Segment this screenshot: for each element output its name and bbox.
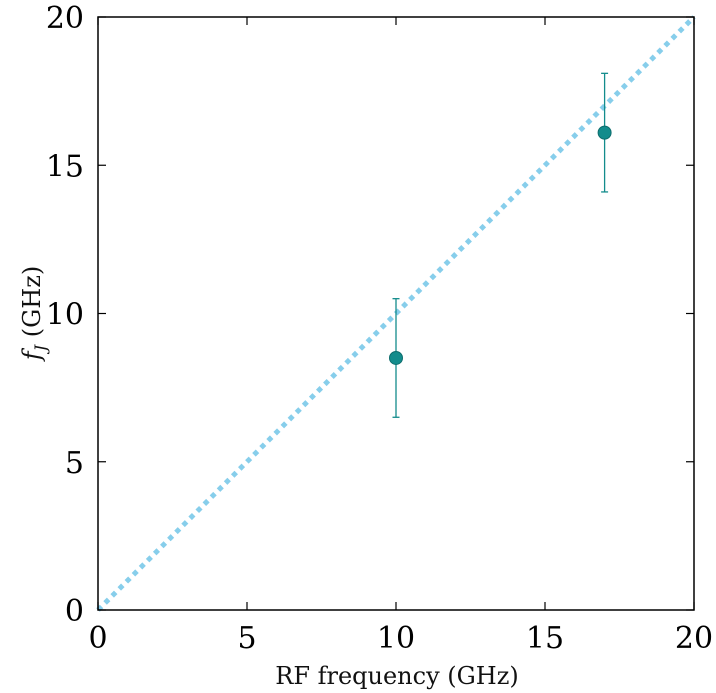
data-point <box>597 125 612 140</box>
x-tick-label: 20 <box>675 621 713 656</box>
y-tick-label: 0 <box>65 594 84 629</box>
y-tick-label: 15 <box>46 149 84 184</box>
y-axis-label-units: (GHz) <box>18 266 46 345</box>
x-axis-label: RF frequency (GHz) <box>275 662 519 690</box>
x-tick-label: 5 <box>237 621 256 656</box>
data-point <box>389 350 403 365</box>
y-axis-label: fJ (GHz) <box>18 266 50 362</box>
x-tick-label: 10 <box>377 621 415 656</box>
data-points-layer <box>389 72 612 418</box>
y-tick-label: 10 <box>46 298 84 333</box>
ticks-layer: 0 5 10 15 20 0 5 10 15 20 <box>46 1 713 656</box>
y-tick-label: 20 <box>46 1 84 36</box>
y-axis-label-subscript: J <box>31 343 50 354</box>
x-tick-label: 0 <box>88 621 107 656</box>
y-tick-label: 5 <box>65 446 84 481</box>
x-tick-label: 15 <box>526 621 564 656</box>
